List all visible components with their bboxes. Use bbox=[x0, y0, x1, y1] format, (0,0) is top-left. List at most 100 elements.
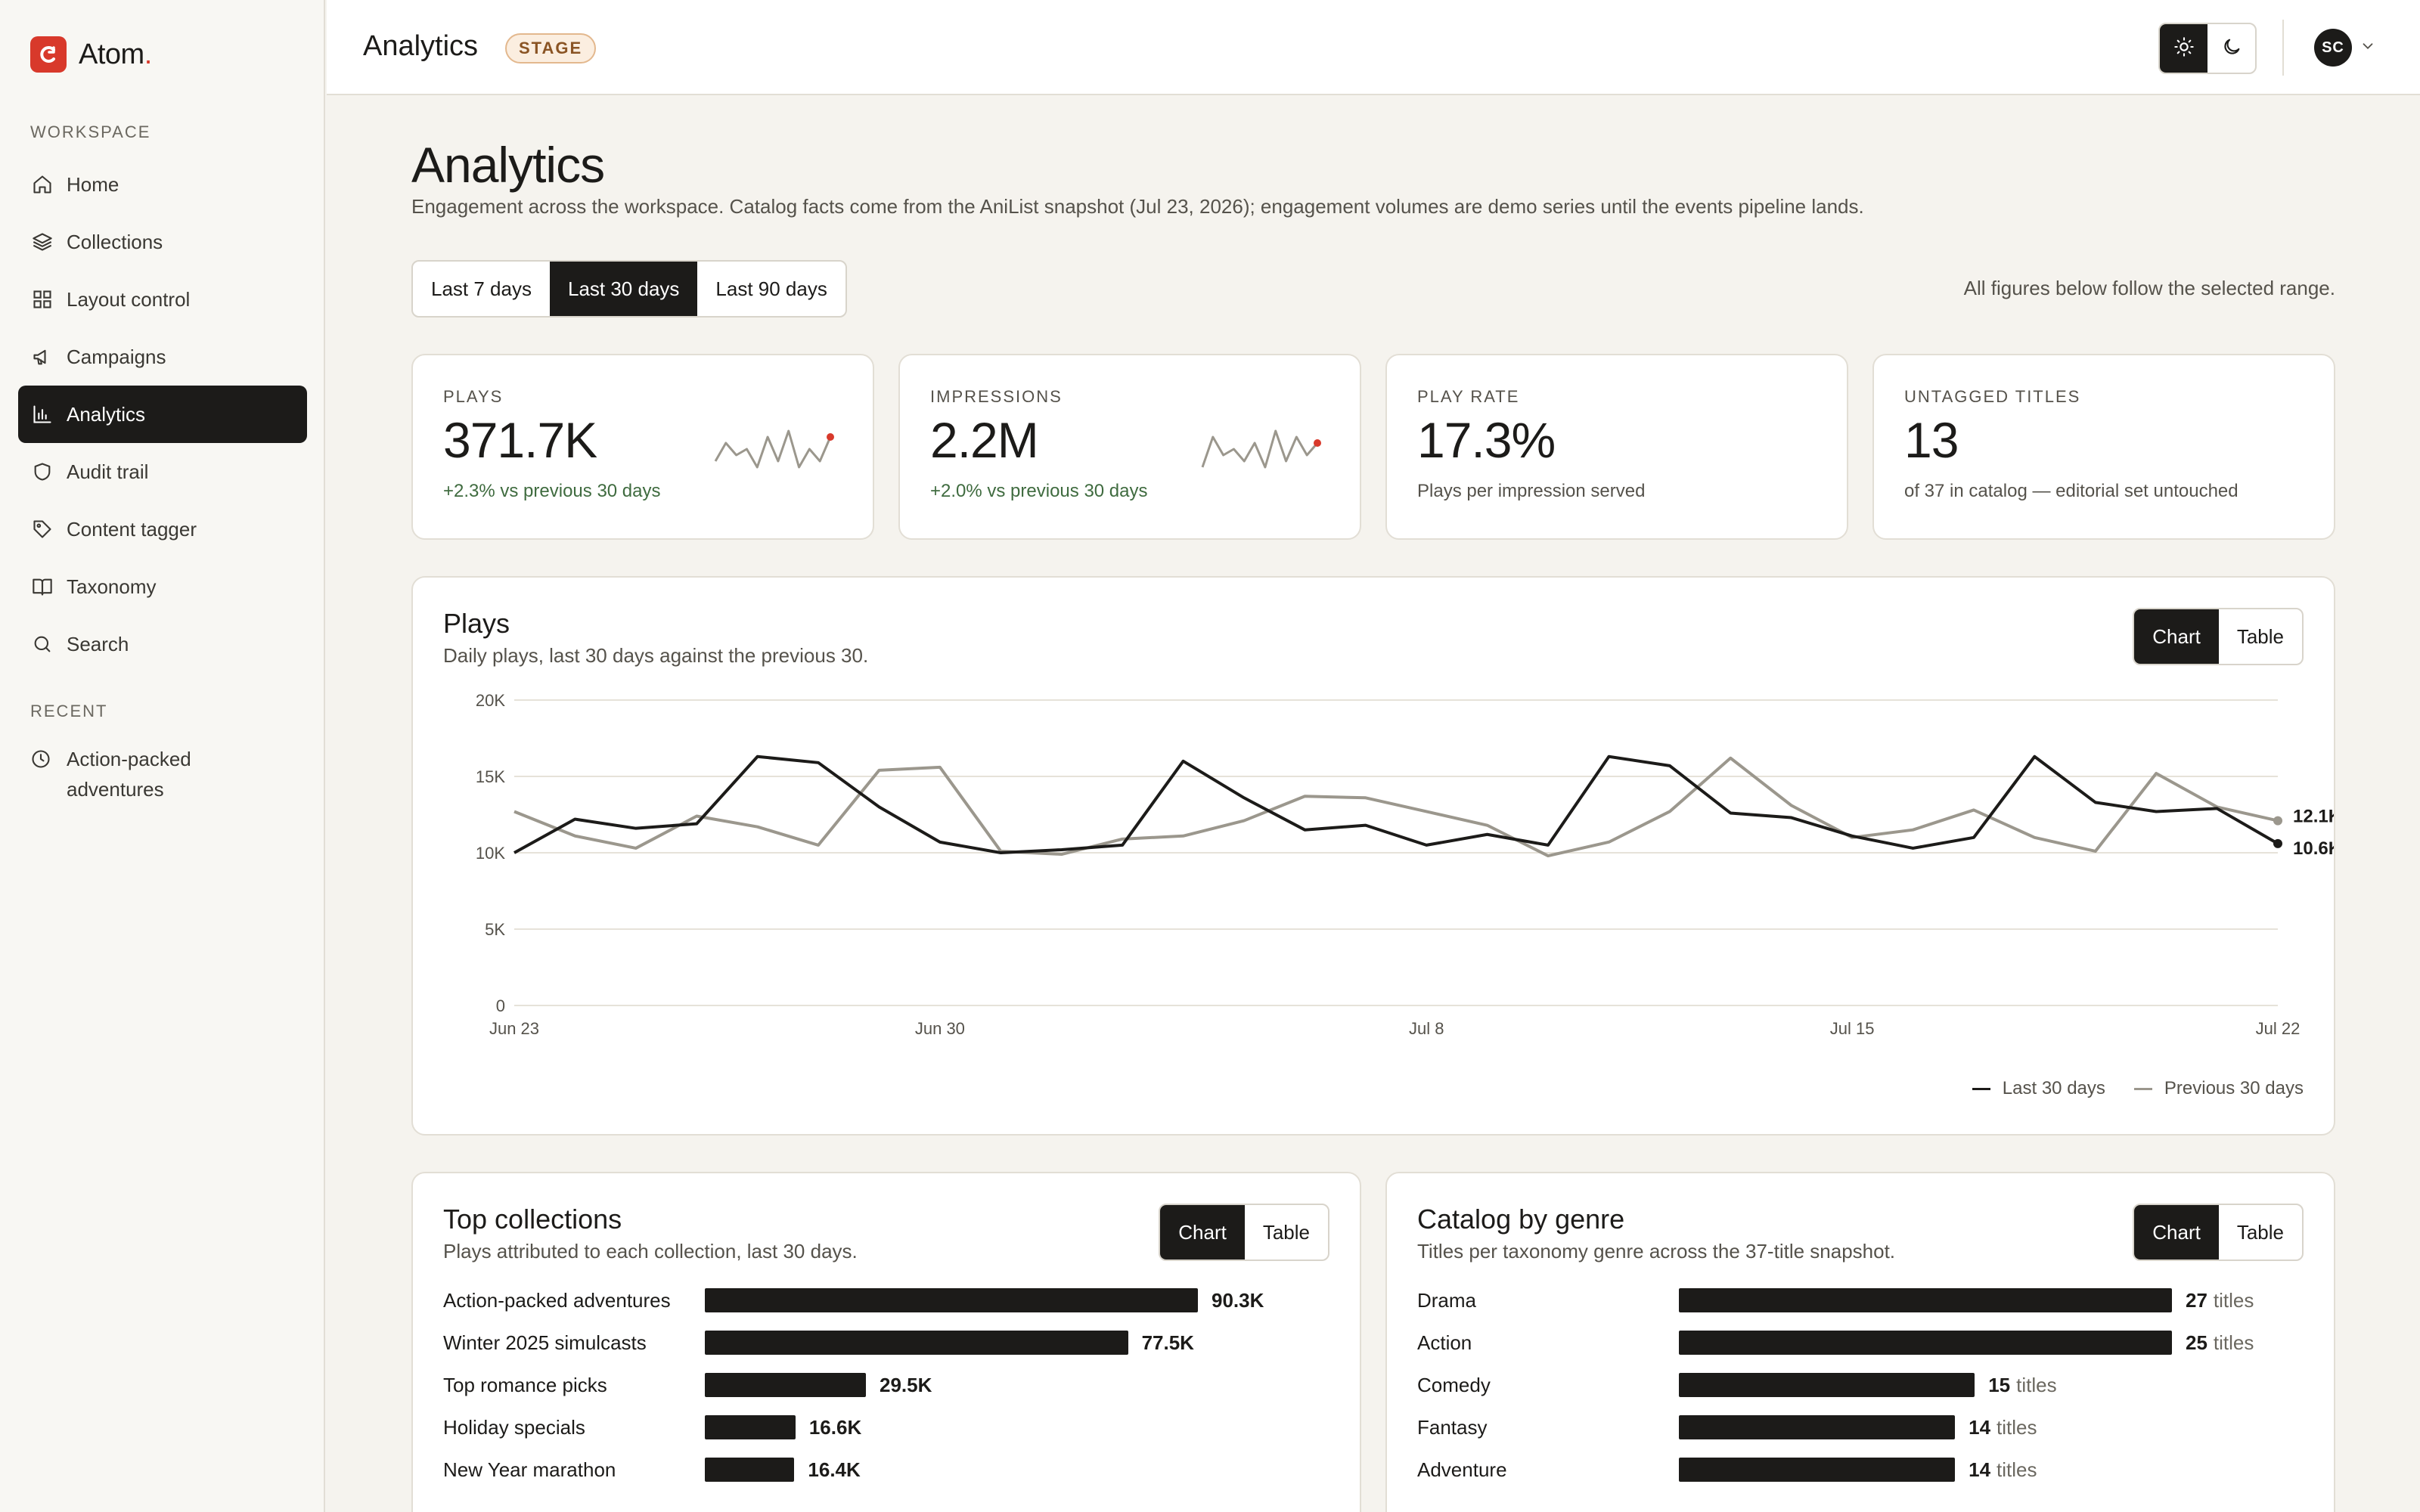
legend-swatch-previous-30 bbox=[2133, 1087, 2152, 1090]
sidebar-item-label: Home bbox=[67, 172, 119, 196]
x-tick-label: Jun 30 bbox=[915, 1019, 965, 1038]
topbar-divider bbox=[2282, 20, 2284, 76]
bar-row: Winter 2025 simulcasts 77.5K bbox=[443, 1328, 1194, 1358]
bar-row: Action-packed adventures 90.3K bbox=[443, 1285, 1264, 1315]
series-end-label: 12.1K bbox=[2293, 807, 2334, 827]
kpi-meta: Plays per impression served bbox=[1417, 481, 1646, 501]
kpi-value: 371.7K bbox=[443, 412, 597, 468]
bar-value: 16.4K bbox=[808, 1458, 861, 1481]
bar-row: Action 25 titles bbox=[1417, 1328, 2254, 1358]
range-selector: Last 7 days Last 30 days Last 90 days bbox=[411, 260, 847, 318]
bar bbox=[1679, 1458, 1956, 1482]
sidebar-item-audit-trail[interactable]: Audit trail bbox=[18, 443, 307, 500]
sidebar-item-collections[interactable]: Collections bbox=[18, 213, 307, 271]
kpi-delta: +2.3% vs previous 30 days bbox=[443, 481, 661, 501]
plays-chart-card: Plays Daily plays, last 30 days against … bbox=[411, 576, 2335, 1136]
main-content: Analytics Engagement across the workspac… bbox=[327, 97, 2420, 1512]
bar-value: 27 titles bbox=[2186, 1288, 2254, 1312]
kpi-label: PLAYS bbox=[443, 387, 504, 406]
megaphone-icon bbox=[30, 345, 54, 369]
y-tick-label: 5K bbox=[485, 920, 505, 939]
page-subtitle: Engagement across the workspace. Catalog… bbox=[411, 195, 1864, 218]
plays-table-tab[interactable]: Table bbox=[2236, 624, 2284, 648]
recent-item-action-packed-adventures[interactable]: Action-packed adventures bbox=[18, 744, 307, 804]
bar-value-unit: titles bbox=[2016, 1373, 2057, 1396]
bar bbox=[705, 1331, 1128, 1355]
bar bbox=[1679, 1331, 2172, 1355]
sidebar-item-search[interactable]: Search bbox=[18, 615, 307, 673]
tag-icon bbox=[30, 517, 54, 541]
collections-table-tab[interactable]: Table bbox=[1262, 1220, 1310, 1244]
bar bbox=[705, 1373, 866, 1397]
bar-label: Adventure bbox=[1417, 1458, 1507, 1481]
bar-label: Action-packed adventures bbox=[443, 1288, 671, 1312]
series-last-30-days bbox=[513, 754, 2279, 854]
plays-sparkline bbox=[714, 429, 834, 469]
range-last-7-days[interactable]: Last 7 days bbox=[431, 277, 532, 300]
book-icon bbox=[30, 575, 54, 599]
sidebar-item-content-tagger[interactable]: Content tagger bbox=[18, 500, 307, 558]
dark-theme-button[interactable] bbox=[2207, 24, 2255, 73]
kpi-label: UNTAGGED TITLES bbox=[1904, 387, 2081, 406]
light-theme-button[interactable] bbox=[2160, 24, 2207, 73]
workspace-section-label: WORKSPACE bbox=[30, 122, 151, 141]
plays-card-subtitle: Daily plays, last 30 days against the pr… bbox=[443, 644, 869, 667]
kpi-card-play-rate: PLAY RATE 17.3% Plays per impression ser… bbox=[1385, 354, 1848, 540]
kpi-card-impressions: IMPRESSIONS 2.2M +2.0% vs previous 30 da… bbox=[898, 354, 1361, 540]
bar-value: 77.5K bbox=[1141, 1331, 1194, 1354]
user-menu[interactable]: SC bbox=[2314, 29, 2376, 67]
layers-icon bbox=[30, 230, 54, 254]
genre-card-subtitle: Titles per taxonomy genre across the 37-… bbox=[1417, 1240, 1896, 1263]
sparkline-end-point bbox=[827, 433, 834, 441]
bar-value: 16.6K bbox=[808, 1415, 862, 1439]
bar-row: Holiday specials 16.6K bbox=[443, 1412, 861, 1442]
genre-table-tab[interactable]: Table bbox=[2236, 1220, 2284, 1244]
sidebar-item-home[interactable]: Home bbox=[18, 156, 307, 213]
y-tick-label: 20K bbox=[476, 691, 505, 710]
bar-value: 29.5K bbox=[880, 1373, 932, 1396]
kpi-delta: +2.0% vs previous 30 days bbox=[930, 481, 1148, 501]
series-end-point bbox=[2273, 838, 2282, 848]
sidebar-item-layout-control[interactable]: Layout control bbox=[18, 271, 307, 328]
genre-chart-tab[interactable]: Chart bbox=[2134, 1205, 2219, 1259]
legend-label-previous-30: Previous 30 days bbox=[2164, 1078, 2304, 1098]
range-last-90-days[interactable]: Last 90 days bbox=[715, 277, 827, 300]
range-note: All figures below follow the selected ra… bbox=[1963, 277, 2335, 299]
sidebar-item-label: Campaigns bbox=[67, 345, 166, 368]
plays-card-title: Plays bbox=[443, 608, 510, 639]
bar-value-unit: titles bbox=[1996, 1458, 2037, 1481]
plays-chart-tab[interactable]: Chart bbox=[2134, 609, 2219, 664]
y-tick-label: 15K bbox=[476, 767, 505, 786]
home-icon bbox=[30, 172, 54, 197]
plays-legend: Last 30 days Previous 30 days bbox=[1972, 1078, 2304, 1099]
kpi-card-plays: PLAYS 371.7K +2.3% vs previous 30 days bbox=[411, 354, 874, 540]
bar bbox=[1679, 1373, 1975, 1397]
y-tick-label: 0 bbox=[496, 996, 505, 1015]
sidebar-item-campaigns[interactable]: Campaigns bbox=[18, 328, 307, 386]
sparkline-path bbox=[1201, 429, 1319, 469]
bar-label: Fantasy bbox=[1417, 1415, 1488, 1439]
legend-swatch-last-30 bbox=[1972, 1087, 1990, 1090]
x-tick-label: Jun 23 bbox=[489, 1019, 539, 1038]
top-collections-card: Top collections Plays attributed to each… bbox=[411, 1172, 1361, 1512]
bar-row: Drama 27 titles bbox=[1417, 1285, 2254, 1315]
bar-value: 14 titles bbox=[1969, 1458, 2037, 1481]
collections-card-title: Top collections bbox=[443, 1204, 622, 1235]
sun-icon bbox=[2173, 36, 2195, 61]
range-last-30-days[interactable]: Last 30 days bbox=[549, 262, 698, 316]
impressions-sparkline bbox=[1201, 429, 1321, 469]
sidebar-item-taxonomy[interactable]: Taxonomy bbox=[18, 558, 307, 615]
sidebar-item-label: Search bbox=[67, 632, 129, 655]
brand[interactable]: Atom. bbox=[30, 36, 152, 73]
bar-row: Adventure 14 titles bbox=[1417, 1455, 2037, 1485]
collections-chart-tab[interactable]: Chart bbox=[1160, 1205, 1245, 1259]
chevron-down-icon bbox=[2360, 38, 2376, 58]
catalog-by-genre-card: Catalog by genre Titles per taxonomy gen… bbox=[1385, 1172, 2335, 1512]
sidebar-item-label: Layout control bbox=[67, 287, 191, 311]
sidebar-item-analytics[interactable]: Analytics bbox=[18, 386, 307, 443]
bar-label: Action bbox=[1417, 1331, 1472, 1354]
bar-label: Comedy bbox=[1417, 1373, 1491, 1396]
sparkline-path bbox=[714, 429, 832, 469]
page-title: Analytics bbox=[411, 137, 605, 193]
recent-item-label: Action-packed adventures bbox=[67, 748, 191, 801]
